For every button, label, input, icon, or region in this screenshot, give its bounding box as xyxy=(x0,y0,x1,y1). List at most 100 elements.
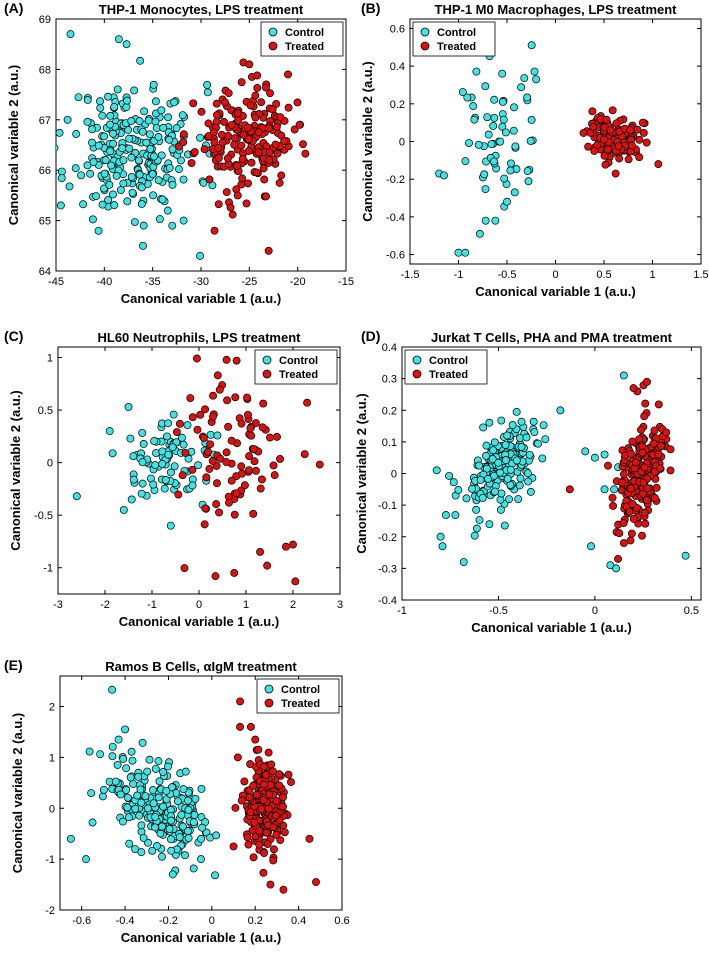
treated-point xyxy=(280,137,289,146)
control-point xyxy=(94,141,103,150)
treated-point xyxy=(272,122,281,131)
y-tick-label: 0.4 xyxy=(390,61,405,73)
panel-label-d: (D) xyxy=(361,328,381,344)
treated-point xyxy=(222,188,231,196)
control-point xyxy=(158,822,166,831)
control-point xyxy=(449,478,458,487)
control-point xyxy=(119,754,128,763)
control-point xyxy=(183,796,192,805)
x-tick-label: 0 xyxy=(209,915,215,927)
control-point xyxy=(158,195,167,204)
control-point xyxy=(149,80,158,89)
treated-point xyxy=(238,154,247,163)
treated-point xyxy=(628,500,637,508)
treated-point xyxy=(244,410,252,419)
x-tick-label: -45 xyxy=(48,276,64,288)
control-point xyxy=(162,786,171,795)
treated-point xyxy=(290,125,299,134)
treated-point xyxy=(227,121,236,130)
control-point xyxy=(119,156,128,165)
control-point xyxy=(154,757,163,766)
control-point xyxy=(123,197,132,206)
treated-point xyxy=(214,144,223,152)
treated-point xyxy=(629,384,638,393)
control-point xyxy=(148,170,157,179)
control-point xyxy=(170,462,179,471)
control-point xyxy=(149,480,158,489)
treated-point xyxy=(639,128,648,137)
points-layer xyxy=(56,30,310,260)
treated-legend-marker xyxy=(420,41,430,51)
control-point xyxy=(164,450,173,459)
legend-box xyxy=(404,349,488,385)
control-point xyxy=(458,88,467,96)
treated-point xyxy=(249,781,258,790)
control-point xyxy=(167,816,176,825)
control-point xyxy=(500,521,509,530)
treated-point xyxy=(261,771,270,779)
control-point xyxy=(77,171,86,180)
control-point xyxy=(131,845,140,853)
control-point xyxy=(183,421,192,430)
treated-point xyxy=(635,153,644,162)
x-tick-label: 1 xyxy=(649,269,655,281)
treated-point xyxy=(269,823,278,832)
control-point xyxy=(512,456,521,465)
legend: Control Treated xyxy=(256,678,340,714)
treated-point xyxy=(666,466,675,475)
control-point xyxy=(137,798,146,807)
control-point xyxy=(151,461,160,470)
treated-point xyxy=(259,762,268,771)
control-point xyxy=(475,461,484,470)
control-point xyxy=(65,182,74,191)
treated-point xyxy=(282,542,290,551)
treated-point xyxy=(204,447,212,456)
control-point xyxy=(110,201,119,210)
control-point xyxy=(197,785,206,793)
control-point xyxy=(149,191,158,200)
control-point xyxy=(131,804,140,813)
chart-panel-e: -0.6 -0.4 -0.2 0 0.2 0.4 0.6 -2 -1 0 1 2 Ramos B Cel… xyxy=(10,659,350,945)
treated-point xyxy=(240,481,249,490)
control-point xyxy=(168,443,177,452)
control-point xyxy=(178,111,187,120)
control-point xyxy=(128,756,137,765)
treated-point xyxy=(211,572,220,581)
treated-point xyxy=(604,461,612,470)
treated-point xyxy=(264,804,273,813)
treated-point xyxy=(242,199,251,208)
chart-title: THP-1 M0 Macrophages, LPS treatment xyxy=(435,2,678,17)
treated-point xyxy=(214,154,223,162)
control-point xyxy=(100,169,109,178)
control-point xyxy=(168,180,177,189)
control-point xyxy=(480,170,489,179)
control-point xyxy=(50,745,57,752)
control-point xyxy=(523,469,532,478)
control-point xyxy=(522,433,531,442)
control-point xyxy=(194,461,203,470)
treated-point xyxy=(266,880,275,889)
x-tick-label: 1.5 xyxy=(693,269,708,281)
y-tick-label: -0.4 xyxy=(378,595,397,607)
treated-point xyxy=(618,478,627,487)
panel-label-b: (B) xyxy=(361,0,381,16)
treated-point xyxy=(192,354,201,363)
control-point xyxy=(556,406,565,415)
treated-point xyxy=(579,128,588,137)
control-point xyxy=(145,130,154,139)
control-point xyxy=(525,450,534,459)
control-point xyxy=(463,93,472,102)
control-point xyxy=(508,421,517,430)
control-point xyxy=(140,107,149,116)
treated-point xyxy=(619,539,628,548)
control-point xyxy=(514,495,523,503)
treated-point xyxy=(260,780,268,789)
control-point xyxy=(118,144,127,153)
treated-point xyxy=(229,842,238,851)
control-point xyxy=(142,138,151,147)
treated-point xyxy=(254,148,263,157)
treated-point xyxy=(265,156,274,164)
treated-point xyxy=(255,826,264,835)
treated-point xyxy=(202,473,211,482)
control-point xyxy=(167,846,176,855)
